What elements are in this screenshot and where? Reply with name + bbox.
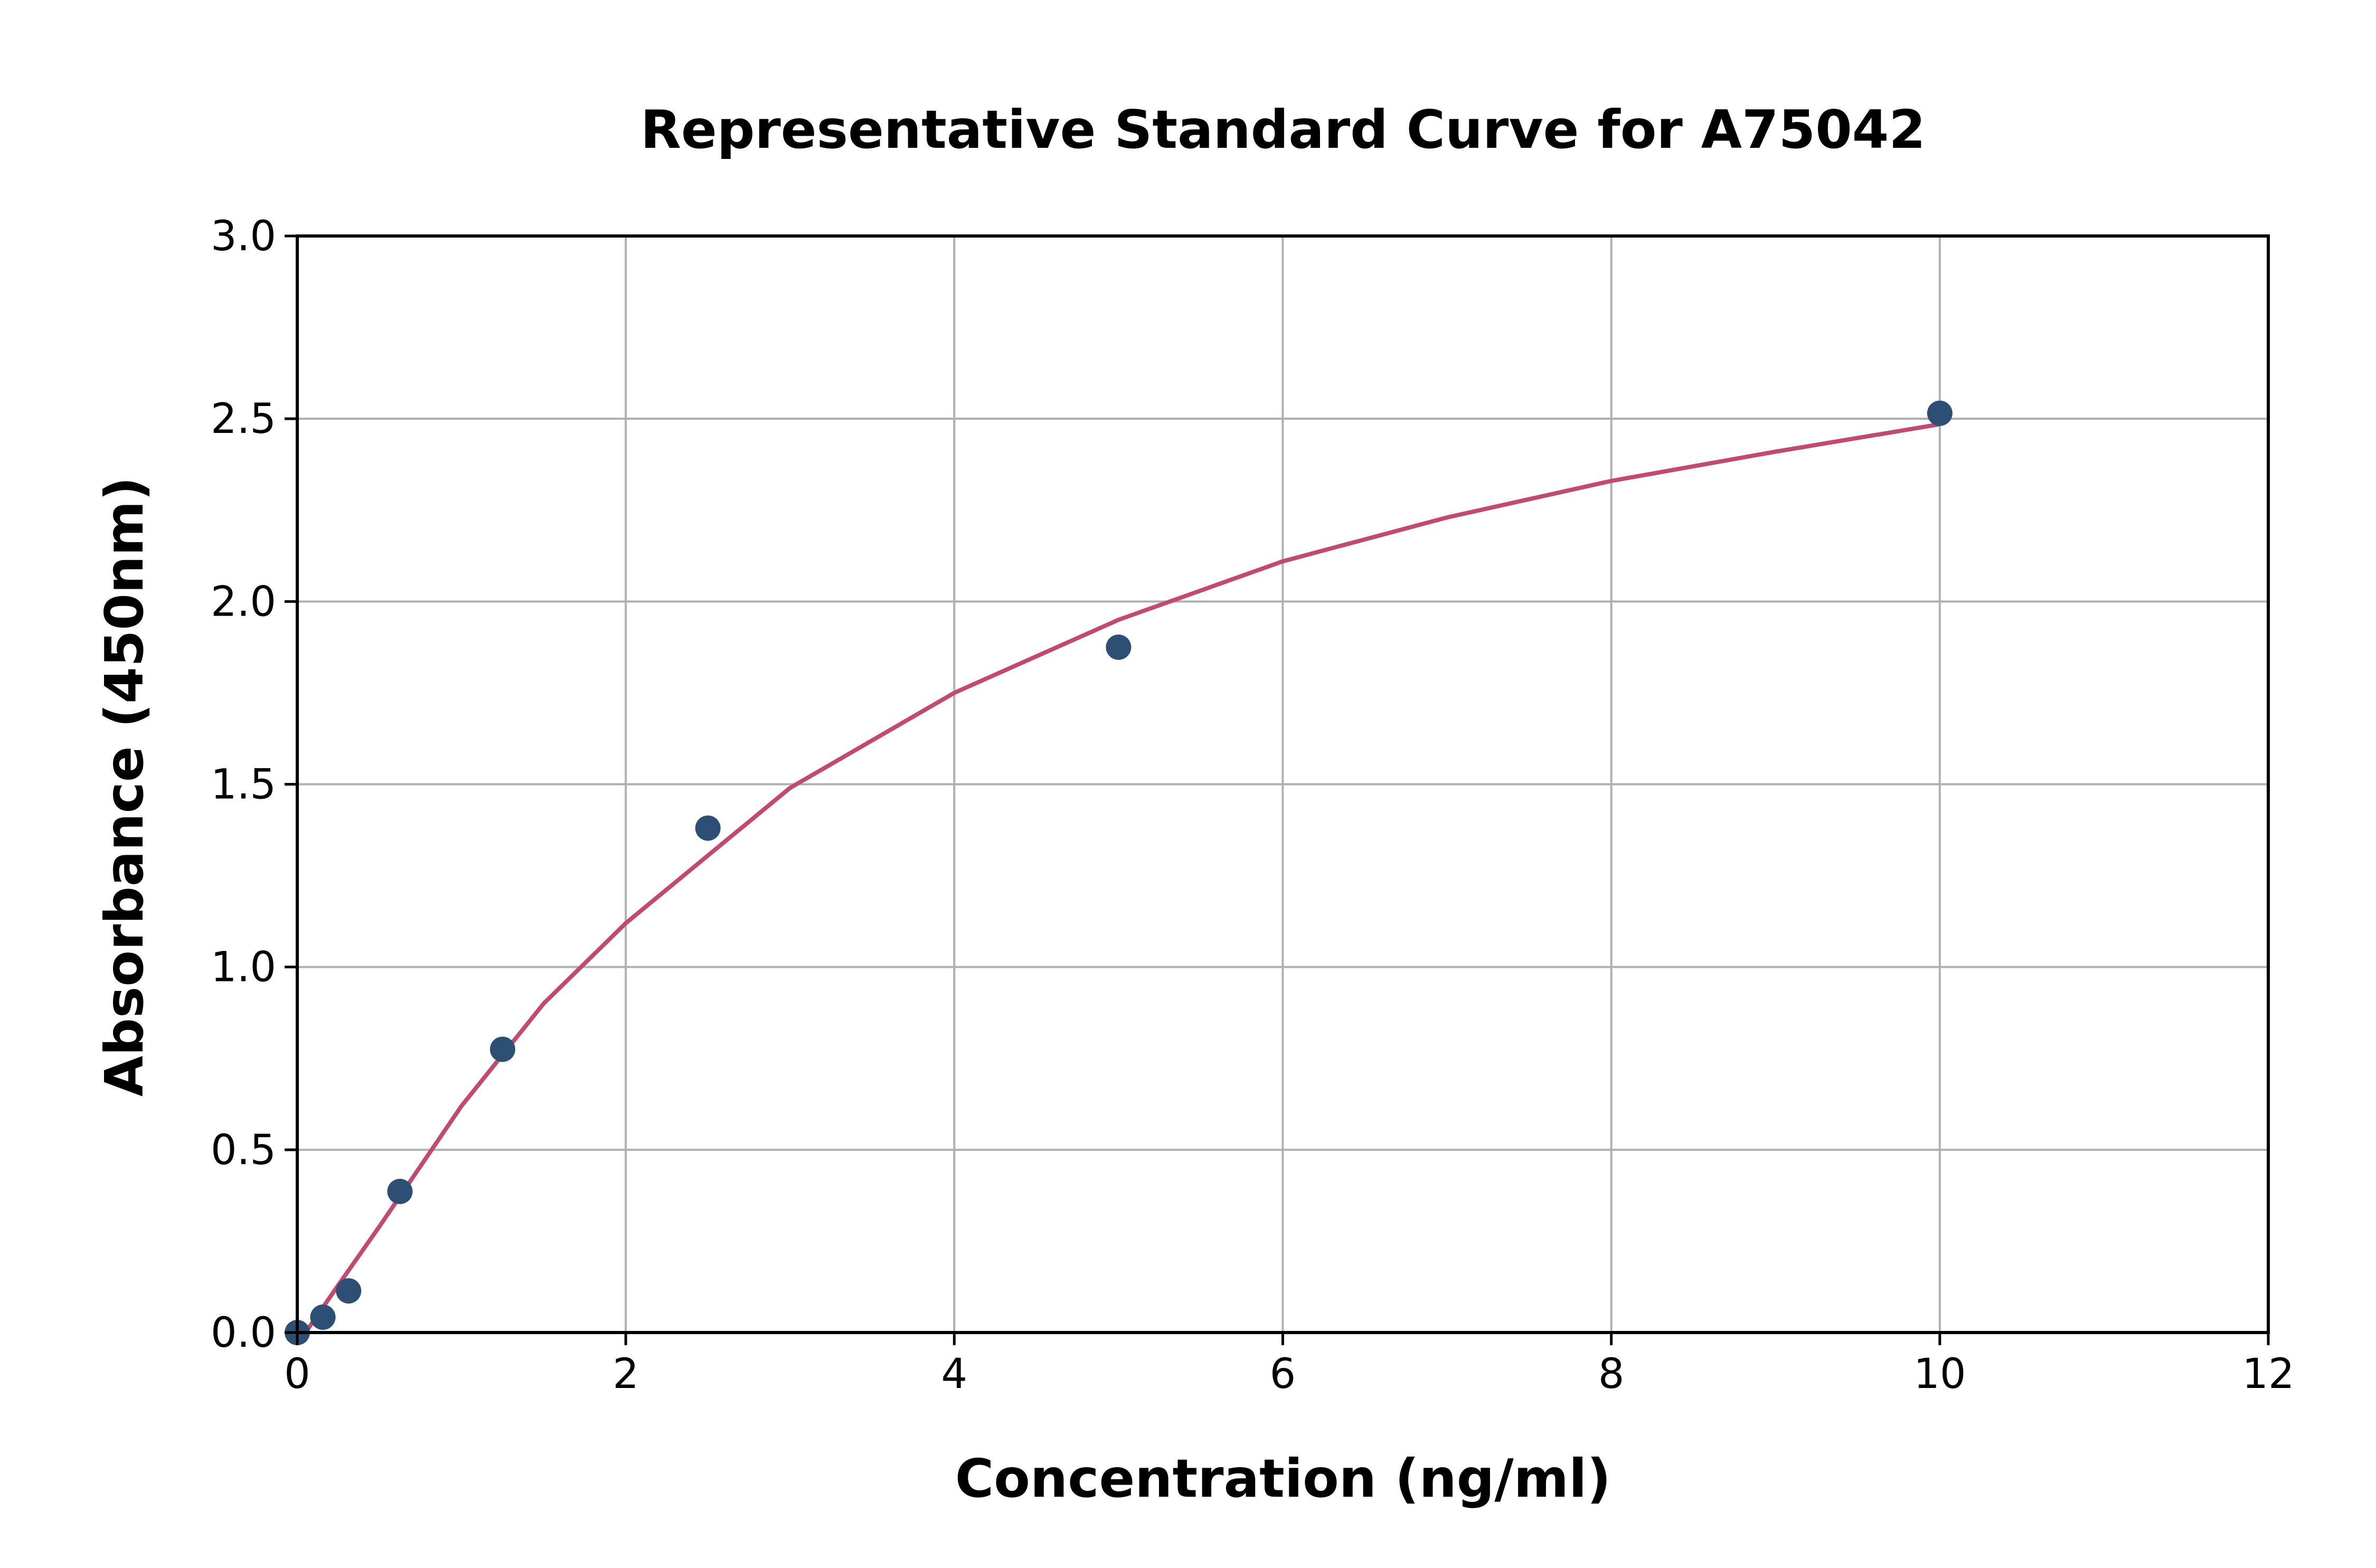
y-tick-label: 1.5 (211, 761, 276, 809)
data-points (285, 400, 1953, 1345)
y-tick-label: 1.0 (211, 944, 276, 991)
x-tick-label: 0 (284, 1350, 310, 1398)
data-point (1106, 634, 1132, 660)
y-tick-label: 0.5 (211, 1127, 276, 1174)
x-tick-label: 6 (1270, 1350, 1296, 1398)
data-point (1927, 400, 1953, 426)
x-tick-label: 4 (941, 1350, 968, 1398)
x-axis-label: Concentration (ng/ml) (955, 1448, 1611, 1509)
x-tick-label: 10 (1913, 1350, 1966, 1398)
fit-curve (304, 422, 1940, 1334)
gridlines (296, 235, 2269, 1334)
y-tick-label: 3.0 (211, 213, 276, 260)
y-tick-label: 2.5 (211, 395, 276, 443)
fit-line (304, 422, 1940, 1334)
data-point (489, 1036, 515, 1062)
y-tick-label: 0.0 (211, 1309, 276, 1357)
x-tick-label: 2 (612, 1350, 639, 1398)
data-point (310, 1304, 336, 1330)
data-point (336, 1278, 362, 1304)
data-point (387, 1178, 413, 1204)
axis-ticks: 0 2 4 6 8 10 12 0.0 0.5 1.0 1.5 2.0 2.5 3.0 (211, 213, 2295, 1398)
data-point (695, 815, 721, 841)
y-axis-label: Absorbance (450nm) (93, 477, 155, 1097)
y-tick-label: 2.0 (211, 578, 276, 626)
x-tick-label: 8 (1598, 1350, 1625, 1398)
chart-title: Representative Standard Curve for A75042 (640, 99, 1926, 160)
x-tick-label: 12 (2242, 1350, 2294, 1398)
